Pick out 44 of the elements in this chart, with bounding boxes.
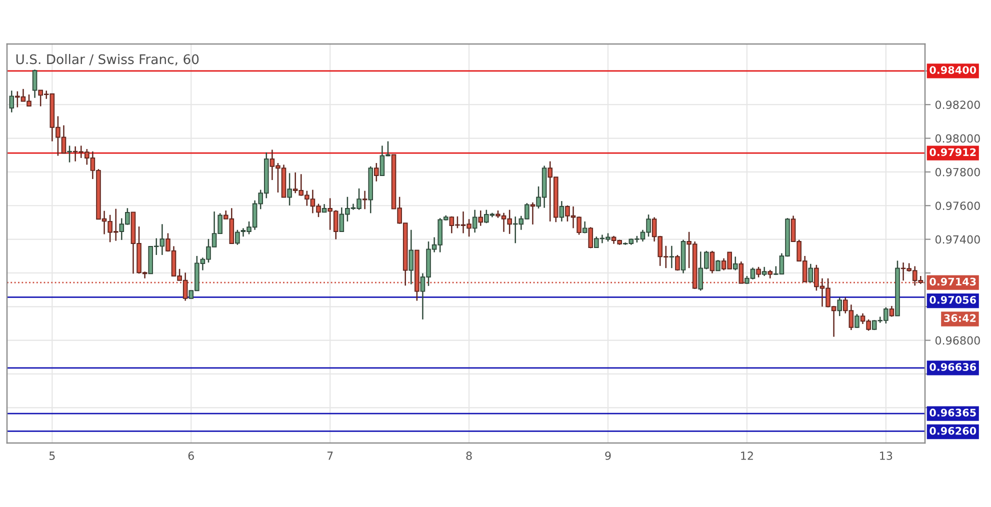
candlestick: [762, 266, 767, 277]
candlestick: [854, 313, 860, 329]
x-tick-label: 5: [49, 452, 55, 460]
candlestick: [710, 250, 715, 274]
candlestick: [472, 209, 478, 234]
candlestick: [756, 266, 761, 278]
ref-line-label: 0.98400: [930, 66, 976, 74]
ref-line-label: 0.96260: [930, 426, 976, 435]
candlestick: [287, 172, 292, 206]
ref-line-label: 0.97912: [930, 148, 976, 156]
x-tick-label: 6: [188, 452, 194, 460]
candlestick: [732, 256, 738, 271]
candlestick: [408, 229, 414, 285]
y-tick-label: 0.97600: [935, 202, 980, 210]
x-tick-label: 8: [466, 452, 472, 460]
candlestick: [362, 190, 368, 210]
candlestick: [808, 263, 814, 284]
y-tick-label: 0.98000: [935, 134, 980, 143]
candlestick: [588, 226, 594, 249]
candlestick: [675, 254, 680, 272]
candlestick: [559, 200, 564, 222]
x-tick-label: 7: [327, 452, 333, 460]
x-tick-label: 13: [880, 452, 892, 460]
candlestick: [374, 162, 379, 182]
candlestick: [889, 305, 894, 318]
ref-line-label: 0.97143: [930, 278, 976, 286]
candlestick: [32, 68, 38, 98]
candlestick: [478, 210, 484, 226]
text: U.S. Dollar / Swiss Franc, 60: [16, 54, 199, 66]
x-tick-label: 9: [605, 452, 611, 460]
ref-line-label: 0.97056: [930, 296, 976, 304]
candlestick: [669, 245, 674, 269]
candlestick: [716, 259, 720, 272]
text: 36:42: [944, 314, 976, 322]
ref-line-label: 0.96636: [930, 363, 976, 371]
candlestick: [9, 90, 14, 113]
y-tick-label: 0.97400: [935, 235, 980, 244]
y-tick-label: 0.96800: [935, 336, 980, 345]
y-tick-label: 0.98200: [935, 100, 980, 109]
y-tick-label: 0.97800: [935, 168, 980, 176]
candlestick: [837, 296, 842, 317]
ref-line-label: 0.96365: [930, 408, 976, 417]
candlestick: [67, 145, 72, 163]
x-tick-label: 12: [741, 452, 753, 460]
